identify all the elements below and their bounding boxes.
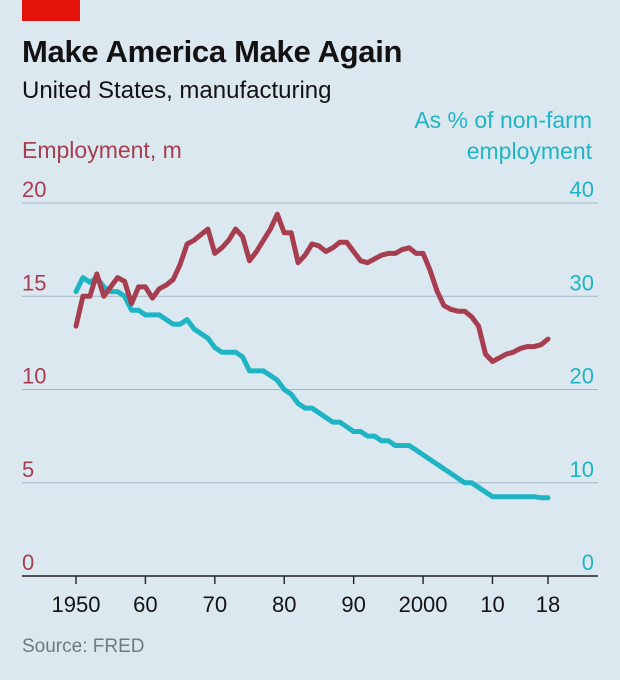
share-line [73,275,551,501]
x-tick-label: 1950 [52,592,101,617]
x-tick-label: 70 [203,592,227,617]
left-axis-label: Employment, m [22,137,182,163]
x-tick-label: 18 [536,592,560,617]
left-tick-label: 5 [22,457,34,482]
right-tick-label: 20 [570,364,594,389]
right-tick-label: 30 [570,270,594,295]
employment-line [73,211,551,364]
left-tick-label: 10 [22,364,46,389]
x-tick-label: 10 [480,592,504,617]
chart-title: Make America Make Again [22,34,403,69]
chart-subtitle: United States, manufacturing [22,77,332,104]
brand-tag [22,0,80,21]
source-note: Source: FRED [22,636,145,657]
right-tick-label: 40 [570,177,594,202]
left-tick-label: 15 [22,270,46,295]
right-tick-label: 0 [582,550,594,575]
left-tick-label: 0 [22,550,34,575]
x-tick-label: 80 [272,592,296,617]
x-tick-label: 60 [133,592,157,617]
right-axis-label: As % of non-farm employment [414,107,592,164]
x-tick-label: 90 [341,592,365,617]
x-tick-label: 2000 [399,592,448,617]
left-tick-label: 20 [22,177,46,202]
right-tick-label: 10 [570,457,594,482]
